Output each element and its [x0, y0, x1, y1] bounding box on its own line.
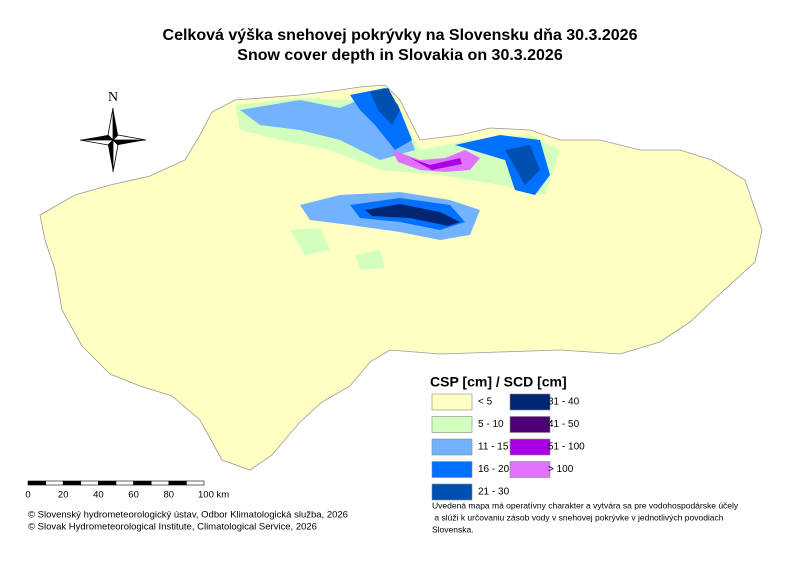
- note-line: Slovenska.: [432, 524, 474, 534]
- scale-segment: [150, 480, 170, 486]
- scale-segment: [62, 480, 82, 486]
- legend-label: 41 - 50: [548, 419, 580, 430]
- legend-label: 11 - 15: [478, 442, 509, 453]
- scale-segment: [98, 480, 117, 486]
- scale-segment: [115, 480, 134, 486]
- legend-label: 21 - 30: [478, 487, 510, 498]
- north-label: N: [108, 90, 118, 105]
- legend-swatch: [509, 438, 551, 456]
- scale-label: 0: [25, 490, 30, 501]
- legend-swatch: [509, 416, 551, 433]
- north-arrow: N: [79, 90, 147, 173]
- title-sk: Celková výška snehovej pokrývky na Slove…: [163, 27, 638, 44]
- scale-segment: [133, 480, 152, 486]
- legend-swatch: [431, 461, 473, 478]
- scale-bar: 0 20 40 60 80 100 km: [25, 480, 229, 501]
- legend-swatch: [431, 416, 473, 433]
- scale-segment: [27, 480, 46, 486]
- legend-label: 31 - 40: [548, 397, 580, 408]
- scale-label: 20: [58, 490, 69, 501]
- scale-label: 40: [93, 490, 104, 501]
- title-en: Snow cover depth in Slovakia on 30.3.202…: [237, 47, 563, 64]
- legend-title: CSP [cm] / SCD [cm]: [430, 374, 567, 390]
- legend-swatch: [509, 461, 551, 478]
- scale-segment: [186, 480, 205, 486]
- legend-label: 5 - 10: [478, 419, 504, 430]
- credit-line: © Slovenský hydrometeorologický ústav, O…: [28, 510, 348, 521]
- legend: < 5 5 - 10 11 - 15 16 - 20 21 - 30 31 - 40 41 …: [431, 393, 585, 501]
- legend-swatch: [431, 438, 473, 456]
- legend-swatch: [509, 393, 551, 411]
- note-line: a slúži k určovaniu zásob vody v snehove…: [432, 512, 724, 522]
- scale-segment: [80, 480, 99, 486]
- scale-segment: [168, 480, 187, 486]
- legend-label: 16 - 20: [478, 464, 510, 475]
- note-line: Uvedená mapa má operatívny charakter a v…: [432, 500, 739, 510]
- scale-label: 60: [128, 490, 139, 501]
- legend-label: > 100: [548, 464, 574, 475]
- legend-swatch: [431, 483, 473, 501]
- snow-areas: [235, 88, 560, 270]
- legend-label: 51 - 100: [548, 442, 585, 453]
- scale-label: 100 km: [198, 490, 229, 501]
- legend-label: < 5: [478, 397, 493, 408]
- scale-label: 80: [164, 490, 175, 501]
- legend-swatch: [431, 393, 473, 411]
- country-outline: [39, 84, 763, 471]
- scale-segment: [45, 480, 64, 486]
- credit-line: © Slovak Hydrometeorological Institute, …: [28, 522, 317, 533]
